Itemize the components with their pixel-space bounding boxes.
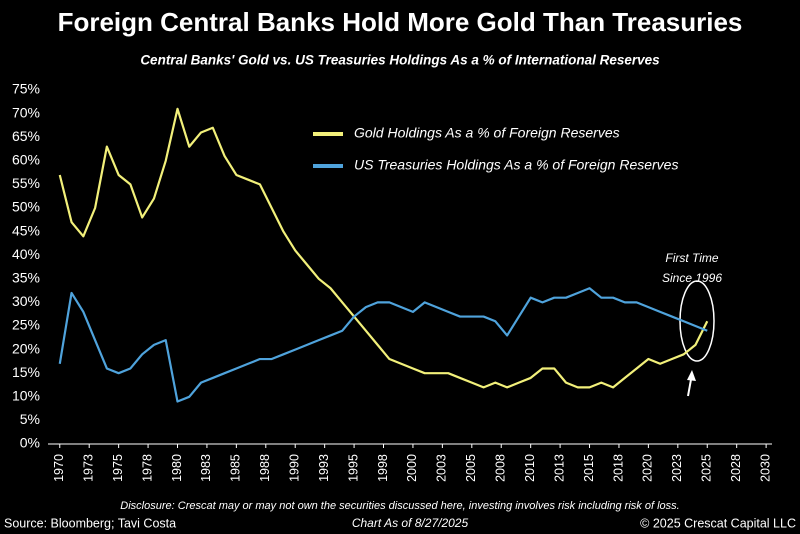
x-tick-label: 1988 [258,454,272,482]
legend-label: Gold Holdings As a % of Foreign Reserves [354,125,620,141]
x-tick-label: 2008 [494,454,508,482]
y-tick-label: 15% [12,364,40,380]
y-tick-label: 5% [20,411,40,427]
x-tick-label: 1978 [140,454,154,482]
y-tick-label: 50% [12,199,40,215]
x-tick-label: 1980 [170,454,184,482]
y-tick-label: 25% [12,317,40,333]
chart-title: Foreign Central Banks Hold More Gold Tha… [58,7,743,37]
x-tick-label: 2015 [582,454,596,482]
x-tick-label: 1970 [52,454,66,482]
highlight-ellipse [679,280,715,362]
y-tick-label: 70% [12,104,40,120]
disclosure: Disclosure: Crescat may or may not own t… [120,500,679,512]
date-note: Chart As of 8/27/2025 [352,516,469,530]
x-tick-label: 2023 [670,454,684,482]
x-tick-label: 1993 [317,454,331,482]
y-tick-label: 10% [12,388,40,404]
x-tick-label: 2025 [700,454,714,482]
y-tick-label: 30% [12,293,40,309]
series-line [58,287,708,403]
x-tick-label: 2020 [641,454,655,482]
y-tick-label: 0% [20,435,40,451]
x-tick-label: 1983 [199,454,213,482]
x-tick-label: 2018 [611,454,625,482]
arrow-head [687,370,696,381]
annotation: Since 1996 [662,271,722,285]
x-tick-label: 1975 [111,454,125,482]
y-tick-label: 55% [12,175,40,191]
y-tick-label: 40% [12,246,40,262]
x-tick-label: 2005 [464,454,478,482]
y-tick-label: 60% [12,152,40,168]
annotation: First Time [665,251,719,265]
x-tick-label: 1995 [346,454,360,482]
source: Source: Bloomberg; Tavi Costa [4,516,176,530]
y-tick-label: 75% [12,81,40,97]
x-tick-label: 2003 [435,454,449,482]
y-tick-label: 20% [12,340,40,356]
y-tick-label: 35% [12,270,40,286]
x-tick-label: 1985 [229,454,243,482]
series-line [58,107,709,389]
x-tick-label: 1973 [82,454,96,482]
x-tick-label: 1990 [288,454,302,482]
y-tick-label: 65% [12,128,40,144]
x-tick-label: 2028 [729,454,743,482]
x-tick-label: 2013 [552,454,566,482]
copyright: © 2025 Crescat Capital LLC [640,516,796,530]
x-tick-label: 2010 [523,454,537,482]
y-tick-label: 45% [12,222,40,238]
chart-subtitle: Central Banks' Gold vs. US Treasuries Ho… [140,53,660,68]
x-tick-label: 1998 [376,454,390,482]
x-tick-label: 2000 [405,454,419,482]
legend-label: US Treasuries Holdings As a % of Foreign… [354,157,678,173]
x-tick-label: 2030 [758,454,772,482]
